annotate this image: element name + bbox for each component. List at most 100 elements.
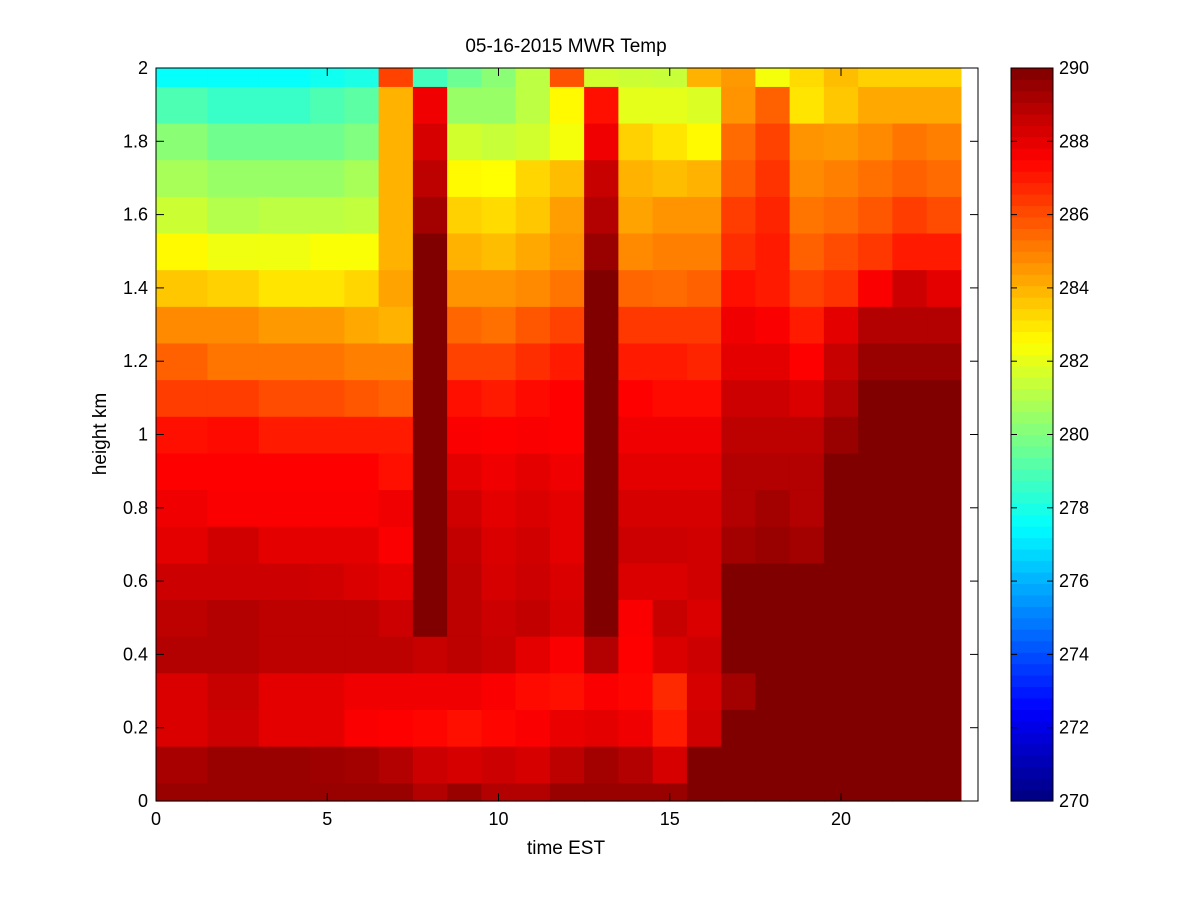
x-tick-label: 5 [322,809,332,829]
heatmap-cell [481,526,517,564]
heatmap-cell [721,379,756,417]
heatmap-cell [926,709,962,747]
heatmap-cell [618,636,654,674]
heatmap-cell [515,196,551,234]
heatmap-cell [258,68,311,87]
y-axis-ticks: 0 0.2 0.4 0.6 0.8 1 1.2 1.4 1.6 1.8 2 [123,58,978,811]
heatmap-cell [618,672,654,710]
heatmap-cell [481,306,517,344]
heatmap-cell [584,68,619,87]
heatmap-cell [447,416,482,454]
heatmap-cell [584,232,619,271]
colorbar-strip [1011,491,1053,504]
heatmap-cell [789,306,825,344]
heatmap-cell [858,159,893,197]
heatmap-cell [412,452,448,491]
heatmap-cell [378,232,414,271]
colorbar: 270 272 274 276 278 280 282 284 286 288 290 [1010,58,1089,811]
heatmap-cell [789,196,825,234]
heatmap-cell [721,306,756,344]
heatmap-cell [892,269,928,307]
heatmap-cell [686,86,722,124]
colorbar-strip [1011,148,1053,161]
heatmap-cell [618,452,654,491]
heatmap-cell [258,526,311,564]
heatmap-cell [258,379,311,417]
heatmap-cell [892,746,928,784]
heatmap-cell [447,306,482,344]
heatmap-cell [156,196,208,234]
colorbar-strip [1011,537,1053,550]
heatmap-cell [515,416,551,454]
heatmap-cell [858,526,893,564]
heatmap-cell [892,379,928,417]
heatmap-cell [755,782,791,802]
heatmap-cell [652,86,688,124]
heatmap-cell [686,782,722,802]
heatmap-cell [721,196,756,234]
heatmap-cell [823,746,859,784]
heatmap-cell [686,379,722,417]
heatmap-cell [892,306,928,344]
heatmap-cell [686,342,722,381]
heatmap-cell [686,746,722,784]
heatmap-cell [344,599,380,637]
heatmap-cell [721,232,756,271]
heatmap-cell [823,526,859,564]
heatmap-cell [515,232,551,271]
heatmap-cell [652,269,688,307]
heatmap-cell [892,68,928,87]
heatmap-cell [789,159,825,197]
heatmap-cell [156,68,208,87]
heatmap-cell [481,746,517,784]
heatmap-cell [823,159,859,197]
heatmap-cell [310,159,345,197]
heatmap-cell [447,232,482,271]
heatmap-cell [823,269,859,307]
heatmap-cell [378,306,414,344]
heatmap-cell [310,709,345,747]
heatmap-cell [926,342,962,381]
heatmap-cell [823,232,859,271]
heatmap-cell [207,342,260,381]
heatmap-cell [823,379,859,417]
heatmap-cell [789,122,825,161]
heatmap-cell [156,342,208,381]
heatmap-cell [310,196,345,234]
colorbar-tick-label: 290 [1059,58,1089,78]
heatmap-cell [721,746,756,784]
heatmap-cell [858,122,893,161]
heatmap-cell [789,489,825,527]
heatmap-cell [310,416,345,454]
y-tick-label: 1.8 [123,131,148,151]
heatmap-cell [549,636,585,674]
heatmap-cell [892,86,928,124]
heatmap-cell [652,599,688,637]
heatmap-cell [618,86,654,124]
heatmap-cell [447,196,482,234]
heatmap-cell [584,746,619,784]
colorbar-strip [1011,228,1053,241]
colorbar-strip [1011,629,1053,642]
heatmap-cell [549,232,585,271]
colorbar-strip [1011,686,1053,699]
heatmap-cell [755,489,791,527]
heatmap-cell [686,232,722,271]
colorbar-gradient [1011,68,1053,802]
heatmap-cell [156,232,208,271]
y-tick-label: 0.8 [123,498,148,518]
x-axis-label: time EST [527,838,606,859]
heatmap-cell [549,269,585,307]
heatmap-cell [207,599,260,637]
heatmap-cell [652,342,688,381]
heatmap-cell [686,159,722,197]
heatmap-cell [686,452,722,491]
heatmap-cell [584,269,619,307]
heatmap-cell [721,599,756,637]
heatmap-cell [926,452,962,491]
heatmap-cell [823,68,859,87]
colorbar-strip [1011,331,1053,344]
heatmap-cell [447,159,482,197]
heatmap-cell [789,68,825,87]
heatmap-cell [789,562,825,601]
